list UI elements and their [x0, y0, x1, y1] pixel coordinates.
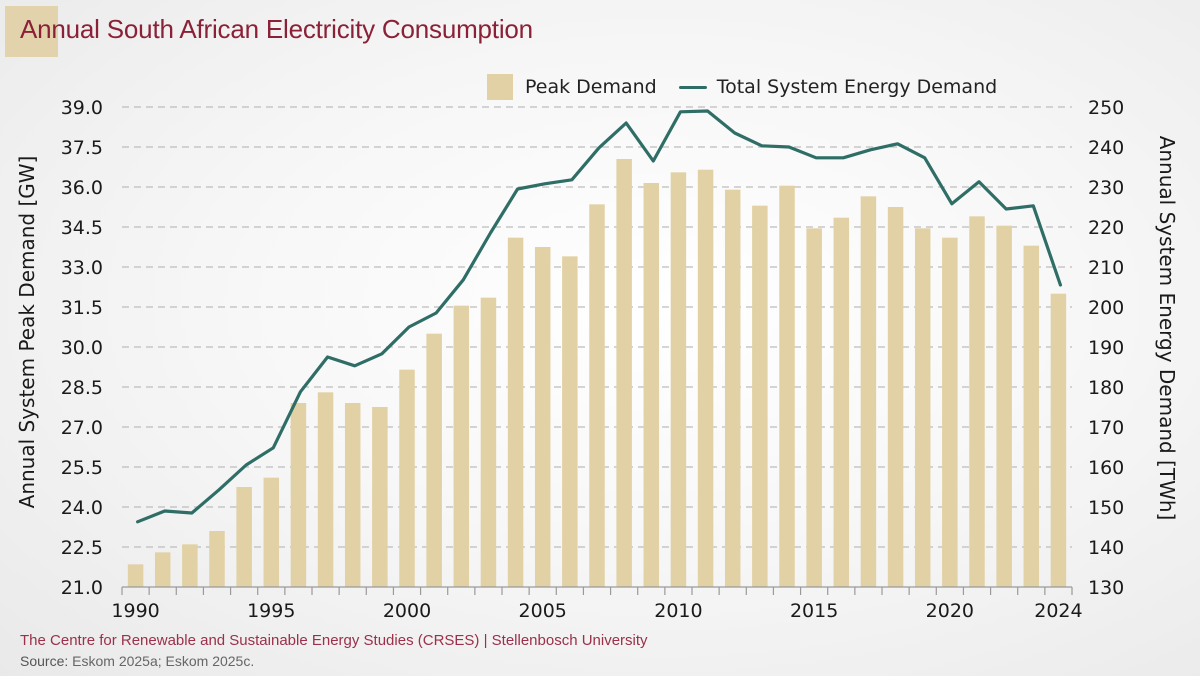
footer-source: Source: Eskom 2025a; Eskom 2025c. [20, 653, 254, 669]
left-tick-label: 27.0 [61, 417, 103, 439]
legend: Peak Demand Total System Energy Demand [487, 72, 997, 102]
peak-demand-bar [806, 228, 822, 588]
peak-demand-bar [372, 407, 388, 587]
peak-demand-bar [1023, 245, 1040, 587]
peak-demand-bar [860, 196, 877, 588]
left-tick-label: 25.5 [61, 457, 103, 479]
peak-demand-bar [480, 297, 497, 587]
x-tick-label: 1990 [111, 600, 159, 622]
peak-demand-bar [534, 247, 551, 587]
x-tick-label: 1995 [247, 600, 295, 622]
peak-demand-bar [589, 204, 605, 588]
peak-demand-bar [127, 564, 144, 587]
right-tick-label: 190 [1088, 337, 1124, 359]
peak-demand-bar [914, 228, 931, 588]
left-tick-label: 37.5 [61, 137, 103, 159]
peak-demand-bar [426, 333, 442, 587]
x-tick-label: 2000 [383, 600, 431, 622]
x-tick-label: 2020 [926, 600, 974, 622]
left-tick-label: 39.0 [61, 97, 103, 119]
left-tick-label: 30.0 [61, 337, 103, 359]
energy-demand-line-group [135, 109, 1063, 524]
left-tick-label: 24.0 [61, 497, 103, 519]
source-text: Eskom 2025a; Eskom 2025c. [72, 653, 255, 669]
right-axis-ticks: 130 140 150 160 170 180 190 200 210 220 230 240 250 [1088, 97, 1124, 599]
left-tick-label: 36.0 [61, 177, 103, 199]
right-tick-label: 210 [1088, 257, 1124, 279]
peak-demand-bar [969, 216, 985, 588]
x-tick-label: 2005 [519, 600, 567, 622]
peak-demand-bar [833, 217, 850, 587]
peak-demand-bar [507, 237, 524, 587]
peak-demand-bar [724, 189, 741, 587]
left-tick-label: 33.0 [61, 257, 103, 279]
right-tick-label: 170 [1088, 417, 1124, 439]
peak-demand-bar [643, 183, 660, 587]
right-tick-label: 150 [1088, 497, 1124, 519]
peak-demand-bars [127, 159, 1067, 588]
source-prefix: Source: [20, 653, 69, 669]
peak-demand-bar [209, 531, 225, 587]
peak-demand-bar [263, 477, 280, 587]
peak-demand-bar [887, 207, 904, 587]
peak-demand-bar [562, 256, 578, 587]
right-tick-label: 250 [1088, 97, 1124, 119]
axes [121, 586, 1073, 595]
right-tick-label: 160 [1088, 457, 1124, 479]
peak-demand-bar [344, 403, 361, 587]
peak-demand-bar [670, 172, 687, 588]
x-tick-label: 2015 [790, 600, 838, 622]
legend-peak-label: Peak Demand [525, 76, 657, 98]
left-tick-label: 34.5 [61, 217, 103, 239]
legend-energy-line-swatch [678, 85, 707, 89]
peak-demand-bar [942, 237, 958, 587]
x-tick-label: 2024 [1034, 600, 1082, 622]
left-axis-ticks: 21.0 22.5 24.0 25.5 27.0 28.5 30.0 31.5 33.0 34.5… [61, 97, 103, 599]
peak-demand-bar [182, 544, 198, 587]
peak-demand-bar [779, 185, 795, 587]
peak-demand-bar [317, 392, 334, 587]
peak-demand-bar [154, 552, 171, 587]
left-tick-label: 28.5 [61, 377, 103, 399]
legend-energy-label: Total System Energy Demand [716, 76, 998, 98]
peak-demand-bar [697, 169, 714, 587]
peak-demand-bar [996, 225, 1012, 587]
x-tick-label: 2010 [654, 600, 702, 622]
peak-demand-bar [752, 205, 768, 587]
right-tick-label: 200 [1088, 297, 1124, 319]
x-axis-ticks: 1990 1995 2000 2005 2010 2015 2020 2024 [111, 600, 1082, 622]
right-tick-label: 240 [1088, 137, 1124, 159]
right-tick-label: 140 [1088, 537, 1124, 559]
footer-credit: The Centre for Renewable and Sustainable… [20, 632, 648, 649]
right-axis-label: Annual System Energy Demand [TWh] [1155, 136, 1179, 521]
chart-title: Annual South African Electricity Consump… [20, 14, 533, 44]
right-tick-label: 180 [1088, 377, 1124, 399]
peak-demand-bar [399, 369, 415, 587]
left-axis-label: Annual System Peak Demand [GW] [15, 156, 39, 509]
left-tick-label: 31.5 [61, 297, 103, 319]
title-accent-box [5, 6, 58, 57]
peak-demand-bar [236, 487, 252, 587]
peak-demand-bar [290, 403, 307, 587]
legend-peak-swatch [487, 74, 513, 100]
peak-demand-bar [1050, 293, 1067, 587]
left-tick-label: 21.0 [61, 577, 103, 599]
left-tick-label: 22.5 [61, 537, 103, 559]
right-tick-label: 130 [1088, 577, 1124, 599]
right-tick-label: 230 [1088, 177, 1124, 199]
peak-demand-bar [616, 159, 632, 587]
peak-demand-bar [453, 305, 470, 587]
right-tick-label: 220 [1088, 217, 1124, 239]
